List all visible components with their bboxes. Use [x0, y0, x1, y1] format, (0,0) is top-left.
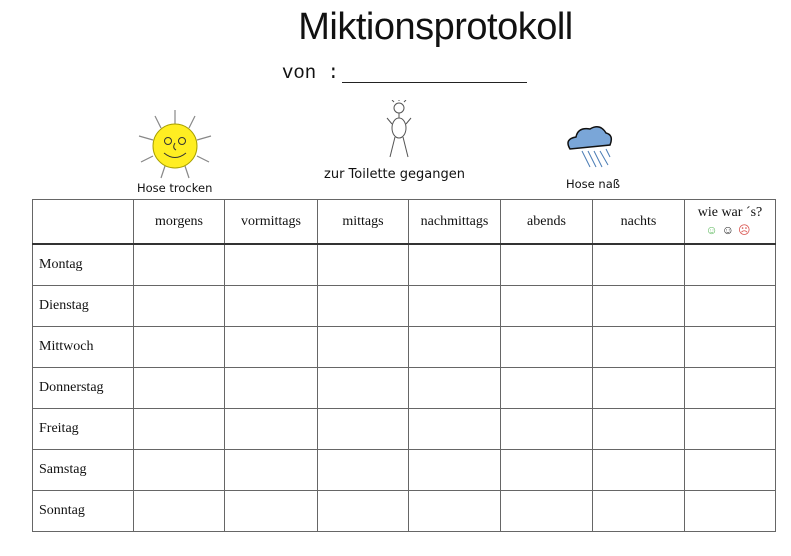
entry-cell[interactable]	[317, 367, 409, 409]
table-row: Donnerstag	[32, 367, 776, 409]
entry-cell[interactable]	[684, 490, 776, 532]
von-label: von :	[282, 62, 340, 84]
day-label: Donnerstag	[32, 367, 134, 409]
table-row: Dienstag	[32, 285, 776, 327]
header-row: morgens vormittags mittags nachmittags a…	[32, 199, 776, 245]
entry-cell[interactable]	[592, 243, 685, 286]
entry-cell[interactable]	[133, 408, 225, 450]
entry-cell[interactable]	[500, 408, 593, 450]
entry-cell[interactable]	[684, 367, 776, 409]
entry-cell[interactable]	[684, 243, 776, 286]
entry-cell[interactable]	[408, 367, 501, 409]
table-row: Sonntag	[32, 490, 776, 532]
entry-cell[interactable]	[224, 326, 318, 368]
entry-cell[interactable]	[500, 490, 593, 532]
entry-cell[interactable]	[408, 285, 501, 327]
neutral-face-icon: ☺	[721, 223, 738, 237]
entry-cell[interactable]	[684, 408, 776, 450]
entry-cell[interactable]	[317, 490, 409, 532]
entry-cell[interactable]	[133, 367, 225, 409]
day-label: Samstag	[32, 449, 134, 491]
column-header: vormittags	[224, 199, 318, 245]
name-field-line[interactable]	[342, 82, 527, 83]
entry-cell[interactable]	[592, 367, 685, 409]
entry-cell[interactable]	[133, 326, 225, 368]
entry-cell[interactable]	[224, 449, 318, 491]
protocol-table: morgens vormittags mittags nachmittags a…	[32, 199, 776, 532]
corner-cell	[32, 199, 134, 245]
entry-cell[interactable]	[592, 408, 685, 450]
table-row: Montag	[32, 243, 776, 286]
entry-cell[interactable]	[500, 326, 593, 368]
entry-cell[interactable]	[408, 490, 501, 532]
entry-cell[interactable]	[408, 408, 501, 450]
column-header: nachmittags	[408, 199, 501, 245]
legend-dry-label: Hose trocken	[137, 181, 213, 195]
sun-icon	[138, 110, 212, 179]
entry-cell[interactable]	[500, 243, 593, 286]
column-header: abends	[500, 199, 593, 245]
entry-cell[interactable]	[500, 285, 593, 327]
legend-toilet-label: zur Toilette gegangen	[324, 167, 465, 182]
sad-face-icon: ☹	[738, 223, 755, 237]
entry-cell[interactable]	[317, 285, 409, 327]
entry-cell[interactable]	[500, 449, 593, 491]
happy-face-icon: ☺	[705, 223, 722, 237]
entry-cell[interactable]	[317, 243, 409, 286]
column-header: morgens	[133, 199, 225, 245]
table-row: Samstag	[32, 449, 776, 491]
entry-cell[interactable]	[592, 449, 685, 491]
entry-cell[interactable]	[133, 449, 225, 491]
entry-cell[interactable]	[684, 449, 776, 491]
entry-cell[interactable]	[224, 408, 318, 450]
table-row: Mittwoch	[32, 326, 776, 368]
day-label: Mittwoch	[32, 326, 134, 368]
entry-cell[interactable]	[133, 243, 225, 286]
entry-cell[interactable]	[408, 243, 501, 286]
entry-cell[interactable]	[317, 449, 409, 491]
column-header: mittags	[317, 199, 409, 245]
entry-cell[interactable]	[224, 243, 318, 286]
day-label: Freitag	[32, 408, 134, 450]
rating-header-label: wie war ´s?	[697, 205, 763, 220]
entry-cell[interactable]	[592, 326, 685, 368]
day-label: Sonntag	[32, 490, 134, 532]
legend-wet-label: Hose naß	[566, 177, 620, 191]
entry-cell[interactable]	[592, 285, 685, 327]
day-label: Montag	[32, 243, 134, 286]
entry-cell[interactable]	[133, 490, 225, 532]
page-title: Miktionsprotokoll	[298, 6, 573, 48]
entry-cell[interactable]	[592, 490, 685, 532]
entry-cell[interactable]	[408, 449, 501, 491]
entry-cell[interactable]	[684, 326, 776, 368]
entry-cell[interactable]	[133, 285, 225, 327]
entry-cell[interactable]	[224, 285, 318, 327]
table-row: Freitag	[32, 408, 776, 450]
entry-cell[interactable]	[224, 367, 318, 409]
day-label: Dienstag	[32, 285, 134, 327]
entry-cell[interactable]	[408, 326, 501, 368]
rain-cloud-icon	[567, 126, 613, 168]
column-header: nachts	[592, 199, 685, 245]
column-header-rating: wie war ´s? ☺☺☹	[684, 199, 776, 245]
entry-cell[interactable]	[317, 408, 409, 450]
entry-cell[interactable]	[500, 367, 593, 409]
entry-cell[interactable]	[684, 285, 776, 327]
entry-cell[interactable]	[317, 326, 409, 368]
stick-figure-icon	[386, 100, 412, 158]
entry-cell[interactable]	[224, 490, 318, 532]
